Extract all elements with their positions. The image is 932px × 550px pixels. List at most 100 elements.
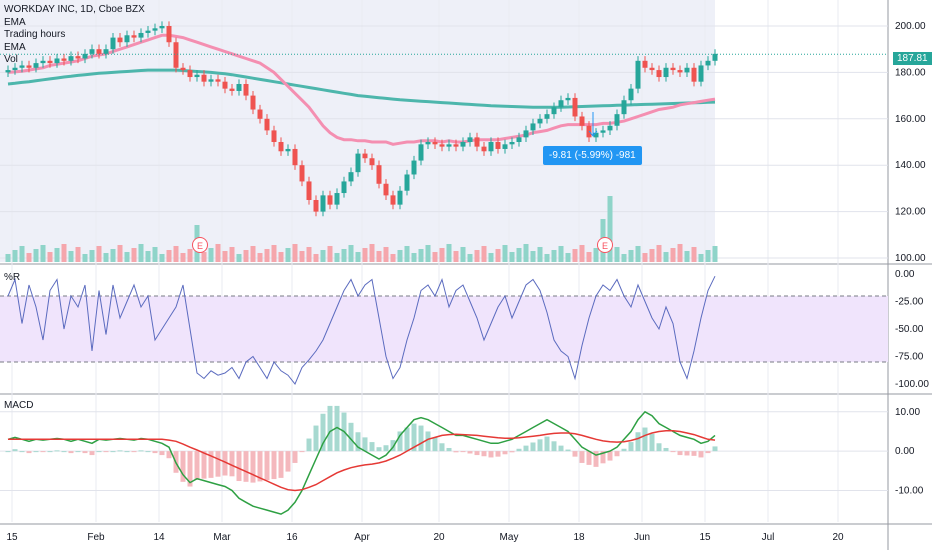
measure-arrow-head — [588, 130, 598, 137]
price-legend: WORKDAY INC, 1D, Cboe BZX EMA Trading ho… — [4, 4, 145, 67]
candle-body — [5, 70, 11, 73]
candle-body — [341, 181, 347, 194]
macd-histogram-bar — [124, 451, 130, 453]
ema-legend-1[interactable]: EMA — [4, 16, 26, 28]
macd-histogram-bar — [642, 427, 648, 452]
macd-histogram-bar — [390, 440, 396, 452]
price-tick-label: 120.00 — [895, 207, 926, 218]
volume-bar — [348, 245, 354, 262]
macd-histogram-bar — [47, 451, 53, 453]
price-tick-label: 160.00 — [895, 114, 926, 125]
macd-histogram-bar — [523, 445, 529, 452]
volume-bar — [474, 250, 480, 262]
candle-body — [369, 158, 375, 166]
volume-bar — [593, 248, 599, 262]
candle-body — [264, 118, 270, 131]
candle-body — [642, 60, 648, 68]
trading-hours-legend[interactable]: Trading hours — [4, 29, 66, 40]
candle-body — [243, 84, 249, 96]
candle-body — [166, 26, 172, 43]
macd-histogram-bar — [579, 451, 585, 463]
wr-tick-label: -50.00 — [895, 324, 924, 335]
volume-bar — [327, 246, 333, 262]
macd-histogram-bar — [362, 437, 368, 452]
candle-body — [530, 123, 536, 131]
williams-r-label[interactable]: %R — [4, 272, 21, 283]
volume-bar — [495, 249, 501, 262]
volume-bar — [152, 247, 158, 262]
macd-histogram-bar — [285, 451, 291, 472]
symbol-title[interactable]: WORKDAY INC, 1D, Cboe BZX — [4, 4, 145, 15]
candle-body — [138, 32, 144, 38]
volume-bar — [390, 254, 396, 262]
macd-histogram-bar — [138, 450, 144, 452]
macd-histogram-bar — [187, 451, 193, 487]
x-tick-label: Jun — [634, 532, 650, 543]
candle-body — [54, 58, 60, 64]
macd-histogram-bar — [397, 431, 403, 452]
volume-bar — [264, 249, 270, 262]
measure-tooltip: -9.81 (-5.99%) -981 — [543, 146, 642, 165]
volume-bar — [649, 249, 655, 262]
candle-body — [131, 35, 137, 38]
volume-legend[interactable]: Vol — [4, 54, 18, 65]
candle-body — [390, 195, 396, 205]
wr-tick-label: 0.00 — [895, 269, 915, 280]
earnings-marker-2[interactable]: E — [597, 237, 613, 253]
macd-histogram-bar — [712, 446, 718, 452]
volume-bar — [663, 252, 669, 262]
macd-label[interactable]: MACD — [4, 400, 34, 411]
volume-bar — [418, 249, 424, 262]
volume-bar — [33, 249, 39, 262]
macd-histogram-bar — [117, 450, 123, 452]
volume-bar — [131, 248, 137, 262]
volume-bar — [397, 250, 403, 262]
candle-body — [348, 172, 354, 182]
macd-histogram-bar — [68, 451, 74, 454]
macd-tick-label: 0.00 — [895, 446, 915, 457]
candle-body — [194, 74, 200, 78]
macd-histogram-bar — [103, 451, 109, 453]
macd-histogram-bar — [180, 451, 186, 482]
candle-body — [481, 146, 487, 152]
volume-bar — [460, 247, 466, 262]
x-tick-label: 20 — [832, 532, 844, 543]
candle-body — [516, 137, 522, 142]
macd-histogram-bar — [670, 451, 676, 453]
macd-histogram-bar — [145, 451, 151, 453]
macd-histogram-bar — [82, 451, 88, 454]
macd-histogram-bar — [663, 447, 669, 452]
candle-body — [208, 79, 214, 82]
macd-histogram-bar — [264, 451, 270, 481]
candle-body — [432, 142, 438, 145]
macd-histogram-bar — [306, 438, 312, 452]
candle-body — [47, 60, 53, 64]
macd-histogram-bar — [607, 451, 613, 461]
macd-histogram-bar — [278, 451, 284, 478]
x-tick-label: 14 — [153, 532, 165, 543]
volume-bar — [670, 248, 676, 262]
volume-bar — [208, 248, 214, 262]
ema-legend-2[interactable]: EMA — [4, 41, 26, 53]
candle-body — [278, 142, 284, 152]
macd-histogram-bar — [152, 451, 158, 454]
macd-histogram-bar — [19, 451, 25, 453]
macd-tick-label: 10.00 — [895, 407, 920, 418]
wr-band — [0, 296, 888, 362]
volume-bar — [572, 249, 578, 262]
macd-histogram-bar — [327, 405, 333, 452]
macd-histogram-bar — [453, 451, 459, 453]
candle-body — [684, 67, 690, 73]
candle-body — [404, 174, 410, 191]
candle-body — [460, 142, 466, 147]
candle-body — [607, 125, 613, 131]
candle-body — [82, 53, 88, 59]
volume-bar — [306, 247, 312, 262]
candle-body — [159, 26, 165, 29]
candle-body — [355, 153, 361, 173]
volume-bar — [544, 254, 550, 262]
macd-histogram-bar — [236, 451, 242, 482]
earnings-marker-1[interactable]: E — [192, 237, 208, 253]
candle-body — [635, 60, 641, 89]
candle-body — [691, 67, 697, 82]
